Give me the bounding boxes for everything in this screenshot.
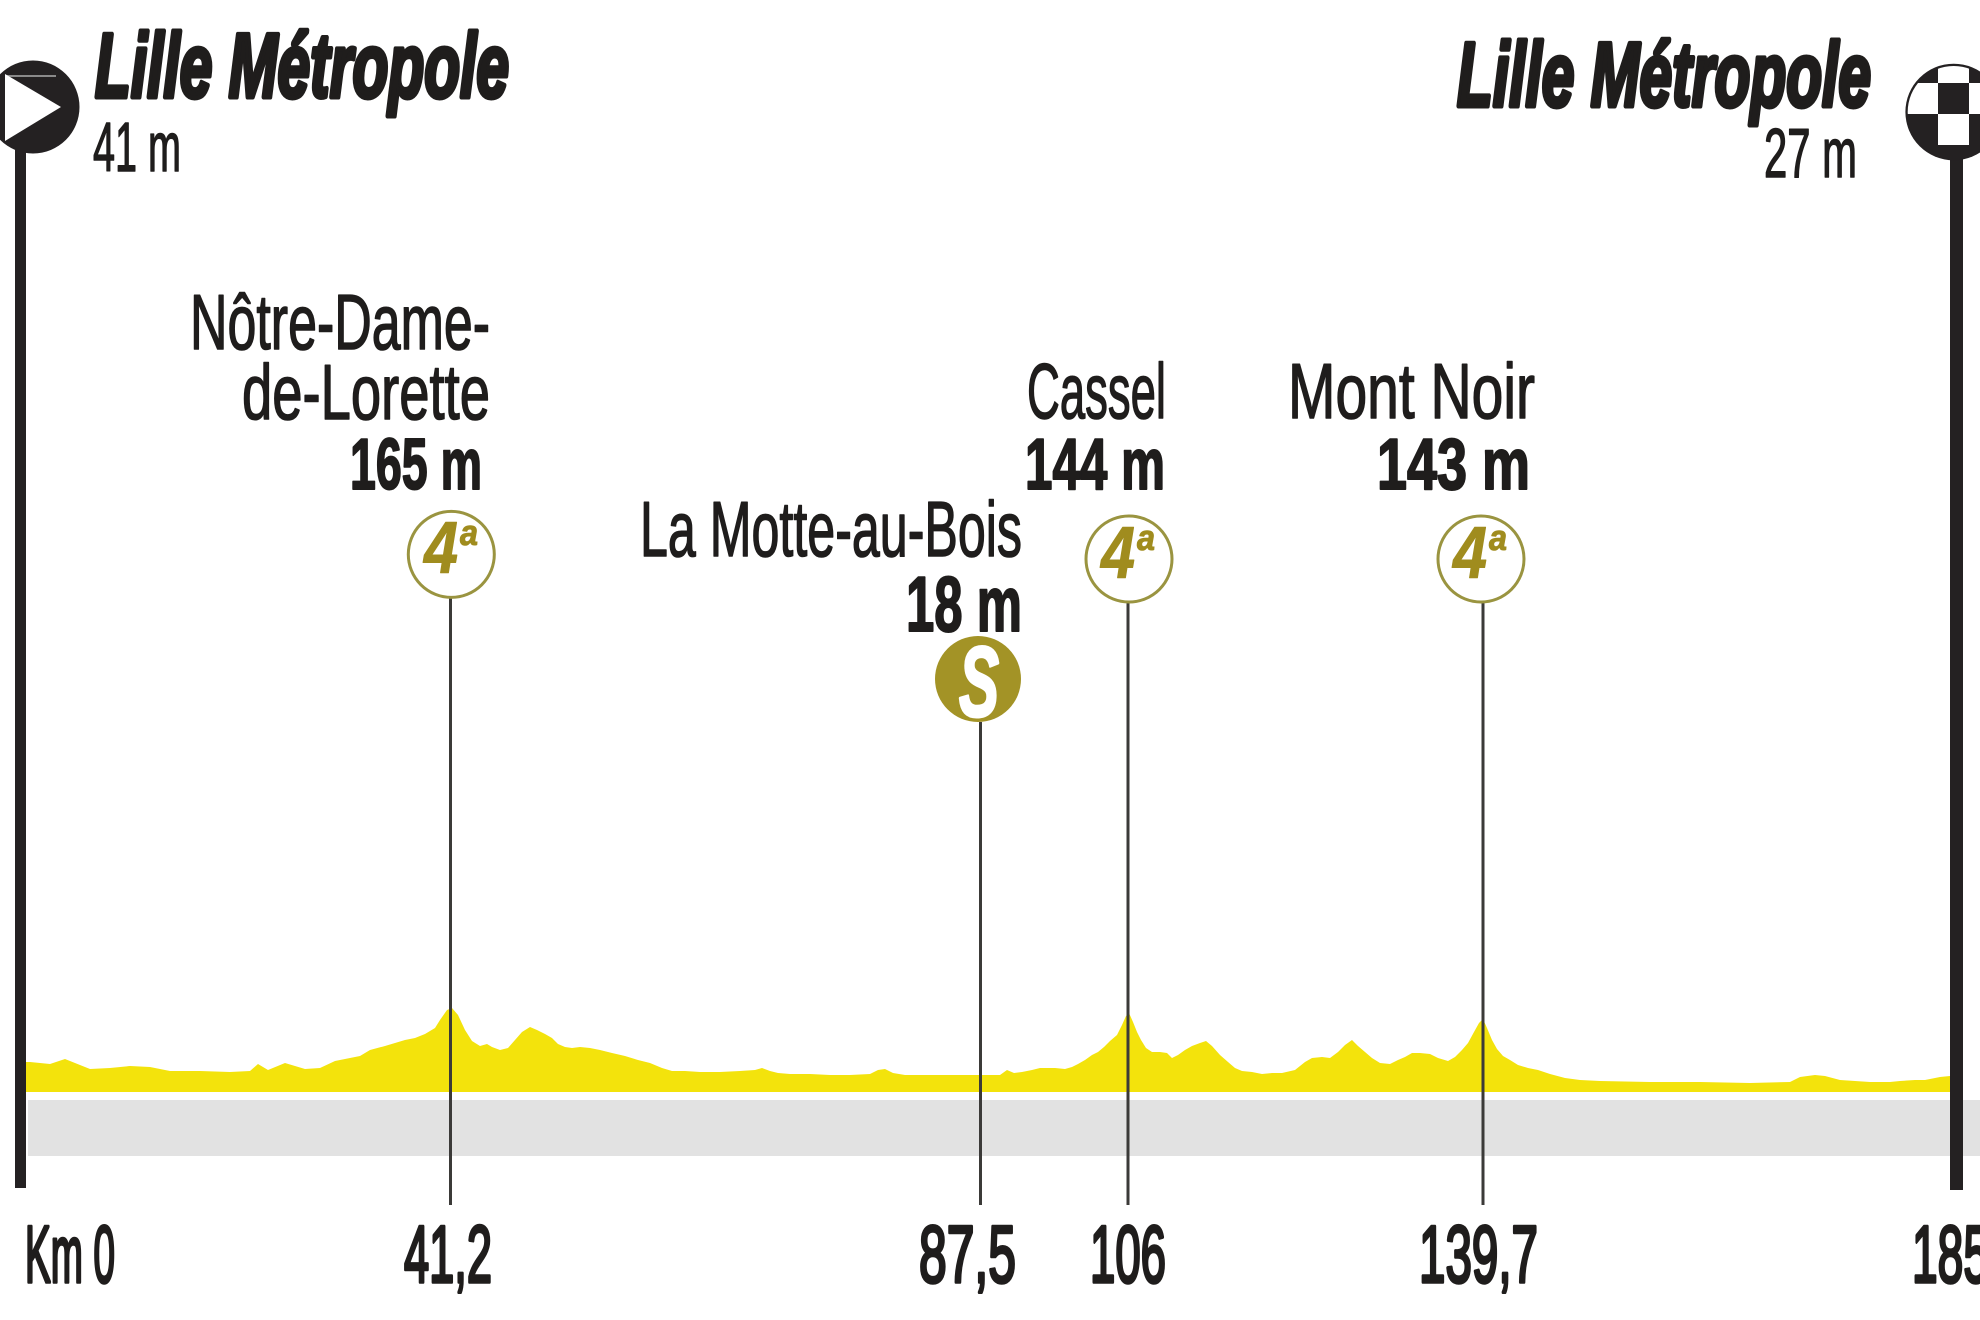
svg-text:Cassel: Cassel — [1027, 347, 1166, 435]
svg-text:41,2: 41,2 — [404, 1210, 492, 1300]
svg-text:144 m: 144 m — [1025, 425, 1165, 505]
svg-text:27 m: 27 m — [1764, 114, 1857, 192]
svg-text:Lille Métropole: Lille Métropole — [1457, 25, 1871, 126]
svg-text:106: 106 — [1090, 1210, 1166, 1300]
svg-text:4: 4 — [422, 508, 458, 589]
svg-text:Nôtre-Dame-: Nôtre-Dame- — [190, 278, 490, 366]
svg-text:Lille Métropole: Lille Métropole — [95, 16, 509, 117]
svg-text:139,7: 139,7 — [1419, 1210, 1538, 1300]
svg-text:S: S — [959, 626, 999, 737]
svg-text:a: a — [1137, 517, 1155, 558]
svg-text:41 m: 41 m — [93, 108, 181, 186]
svg-text:185: 185 — [1912, 1210, 1980, 1300]
svg-text:87,5: 87,5 — [919, 1210, 1016, 1300]
svg-text:de-Lorette: de-Lorette — [242, 348, 490, 436]
svg-text:La Motte-au-Bois: La Motte-au-Bois — [640, 485, 1022, 573]
svg-text:143 m: 143 m — [1377, 425, 1530, 505]
svg-text:a: a — [460, 512, 478, 553]
svg-text:Mont Noir: Mont Noir — [1288, 347, 1535, 435]
svg-text:Km 0: Km 0 — [25, 1210, 115, 1300]
svg-text:18 m: 18 m — [906, 560, 1022, 648]
svg-text:165 m: 165 m — [350, 425, 482, 505]
svg-text:4: 4 — [1099, 513, 1135, 594]
svg-text:4: 4 — [1451, 513, 1487, 594]
svg-text:a: a — [1489, 517, 1507, 558]
